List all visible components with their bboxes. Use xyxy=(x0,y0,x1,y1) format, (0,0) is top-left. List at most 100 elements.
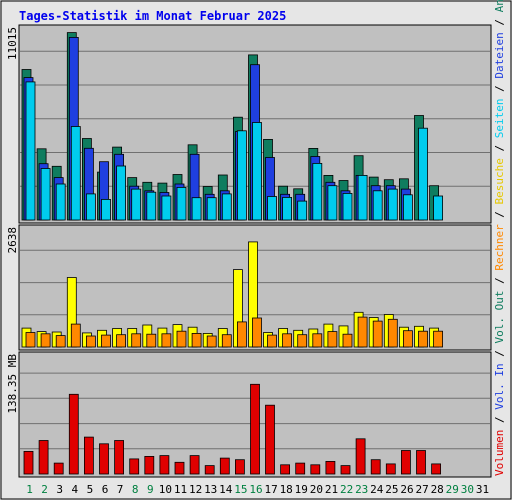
bar-seiten-day-16 xyxy=(252,122,262,221)
y-axis-max-label: 2638 xyxy=(6,227,19,254)
bar-seiten-day-26 xyxy=(402,194,413,221)
x-tick-label: 18 xyxy=(280,483,293,496)
chart-title: Tages-Statistik im Monat Februar 2025 xyxy=(19,9,286,23)
bar-rechner-day-19 xyxy=(297,334,308,348)
bar-volumen-day-18 xyxy=(280,464,291,475)
bar-volumen-day-20 xyxy=(310,464,321,475)
x-tick-label: 24 xyxy=(370,483,384,496)
bar-rechner-day-4 xyxy=(70,323,81,348)
x-tick-label: 7 xyxy=(117,483,124,496)
legend-part: Rechner xyxy=(493,224,506,271)
bar-seiten-day-10 xyxy=(161,195,172,221)
bar-seiten-day-1 xyxy=(25,81,36,221)
x-tick-label: 20 xyxy=(310,483,323,496)
bar-volumen-day-14 xyxy=(219,457,230,475)
bar-rechner-day-23 xyxy=(357,316,368,348)
x-tick-label: 22 xyxy=(340,483,353,496)
bar-rechner-day-18 xyxy=(282,333,293,348)
bar-rechner-day-2 xyxy=(40,333,51,348)
bar-rechner-day-21 xyxy=(327,331,338,348)
legend-part: / xyxy=(493,410,506,430)
bar-volumen-day-11 xyxy=(174,461,185,475)
bar-volumen-day-15 xyxy=(234,459,245,475)
bar-rechner-day-7 xyxy=(116,334,126,348)
bar-volumen-day-2 xyxy=(38,440,49,475)
bar-rechner-day-9 xyxy=(146,333,157,348)
x-tick-label: 3 xyxy=(56,483,63,496)
series-volumen xyxy=(23,383,442,475)
bar-volumen-day-8 xyxy=(129,458,140,475)
bar-volumen-day-10 xyxy=(159,455,170,475)
bar-volumen-day-6 xyxy=(99,443,109,475)
bar-rechner-day-27 xyxy=(418,330,428,348)
legend-part: Seiten xyxy=(493,98,506,138)
x-tick-label: 11 xyxy=(174,483,187,496)
x-tick-label: 12 xyxy=(189,483,202,496)
panel-visits: 2638 xyxy=(6,224,492,351)
legend-part: Dateien xyxy=(493,32,506,78)
y-axis-max-label: 138.35 MB xyxy=(6,354,19,414)
bar-seiten-day-28 xyxy=(433,195,444,221)
bar-rechner-day-1 xyxy=(25,332,36,348)
bar-volumen-day-24 xyxy=(370,459,381,475)
bar-volumen-day-16 xyxy=(250,383,260,475)
legend-part: / xyxy=(493,204,506,224)
bar-volumen-day-23 xyxy=(355,438,366,475)
bar-seiten-day-9 xyxy=(146,191,157,221)
bar-volumen-day-3 xyxy=(53,462,64,475)
legend-part: / xyxy=(493,79,506,99)
x-tick-label: 15 xyxy=(234,483,247,496)
bar-rechner-day-17 xyxy=(267,334,277,348)
bar-rechner-day-16 xyxy=(252,317,262,348)
bar-seiten-day-8 xyxy=(131,188,142,221)
bar-seiten-day-5 xyxy=(86,193,96,221)
x-tick-label: 30 xyxy=(461,483,474,496)
bar-seiten-day-15 xyxy=(236,130,247,221)
bar-rechner-day-8 xyxy=(131,333,142,348)
bar-rechner-day-13 xyxy=(206,335,217,348)
x-tick-label: 1 xyxy=(26,483,33,496)
bar-rechner-day-6 xyxy=(101,334,111,348)
bar-rechner-day-15 xyxy=(236,321,247,348)
bar-volumen-day-21 xyxy=(325,460,336,475)
x-axis-day-labels: 1 2 3 4 5 6 7 8 9 10 11 12 13 14 15 16 17 18 19 20 21 22 23 24 2… xyxy=(26,483,489,496)
bar-seiten-day-24 xyxy=(372,190,383,221)
x-tick-label: 14 xyxy=(219,483,233,496)
chart-panels: 11015 2638 138.35 MB xyxy=(6,24,492,478)
bar-rechner-day-22 xyxy=(342,333,353,348)
x-tick-label: 21 xyxy=(325,483,338,496)
bar-seiten-day-2 xyxy=(40,168,51,221)
bar-rechner-day-28 xyxy=(433,330,444,348)
bar-rechner-day-24 xyxy=(372,320,383,348)
panel-requests: 11015 xyxy=(6,24,492,224)
x-tick-label: 2 xyxy=(41,483,48,496)
x-tick-label: 29 xyxy=(446,483,459,496)
bar-seiten-day-18 xyxy=(282,196,293,221)
x-tick-label: 28 xyxy=(431,483,444,496)
legend-part: Vol. In xyxy=(493,363,506,409)
bar-seiten-day-27 xyxy=(418,127,428,221)
bar-seiten-day-21 xyxy=(327,185,338,221)
bar-seiten-day-17 xyxy=(267,196,277,221)
bar-seiten-day-22 xyxy=(342,192,353,221)
bar-volumen-day-7 xyxy=(114,440,124,475)
x-tick-label: 17 xyxy=(264,483,277,496)
bar-volumen-day-25 xyxy=(385,463,396,475)
x-tick-label: 8 xyxy=(132,483,139,496)
bar-seiten-day-4 xyxy=(70,126,81,221)
x-tick-label: 13 xyxy=(204,483,217,496)
bar-rechner-day-3 xyxy=(55,335,66,348)
right-legend: Volumen / Vol. In / Vol. Out / Rechner /… xyxy=(493,0,506,476)
legend-part: / xyxy=(493,344,506,364)
legend-part: Besuche xyxy=(493,158,506,204)
bar-volumen-day-12 xyxy=(189,455,200,475)
bar-volumen-day-1 xyxy=(23,450,34,475)
y-axis-max-label: 11015 xyxy=(6,27,19,60)
bar-rechner-day-14 xyxy=(221,334,232,348)
x-tick-label: 6 xyxy=(102,483,109,496)
bar-seiten-day-6 xyxy=(101,198,111,221)
legend-part: Anfragen xyxy=(493,0,506,12)
bar-rechner-day-10 xyxy=(161,333,172,348)
